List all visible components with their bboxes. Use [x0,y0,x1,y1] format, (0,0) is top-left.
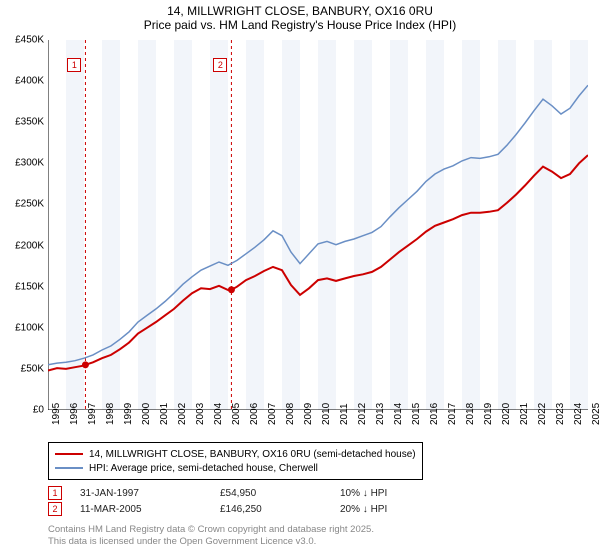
y-tick-label: £400K [4,76,44,87]
x-tick-label: 1998 [105,403,116,425]
x-tick-label: 2011 [339,403,350,425]
sale-marker-ref: 1 [48,486,62,500]
x-tick-label: 2020 [501,403,512,425]
legend-swatch [55,467,83,469]
x-tick-label: 2014 [393,403,404,425]
sales-table: 1 31-JAN-1997£54,95010% ↓ HPI 2 11-MAR-2005… [48,485,460,517]
legend-item: 14, MILLWRIGHT CLOSE, BANBURY, OX16 0RU … [55,447,416,461]
sale-marker-label: 1 [67,58,81,72]
sale-pct: 10% ↓ HPI [340,488,460,499]
x-tick-label: 2010 [321,403,332,425]
x-tick-label: 2007 [267,403,278,425]
legend-item: HPI: Average price, semi-detached house,… [55,461,416,475]
x-tick-label: 2016 [429,403,440,425]
y-tick-label: £0 [4,405,44,416]
y-tick-label: £350K [4,117,44,128]
table-row: 1 31-JAN-1997£54,95010% ↓ HPI [48,485,460,501]
x-tick-label: 1996 [69,403,80,425]
y-tick-label: £250K [4,199,44,210]
y-tick-label: £150K [4,281,44,292]
x-tick-label: 2009 [303,403,314,425]
x-tick-label: 1999 [123,403,134,425]
x-tick-label: 2024 [573,403,584,425]
legend-swatch [55,453,83,455]
x-tick-label: 2019 [483,403,494,425]
y-tick-label: £100K [4,322,44,333]
title-block: 14, MILLWRIGHT CLOSE, BANBURY, OX16 0RU … [0,0,600,32]
x-tick-label: 2023 [555,403,566,425]
x-tick-label: 2022 [537,403,548,425]
x-tick-label: 2021 [519,403,530,425]
x-tick-label: 2012 [357,403,368,425]
x-tick-label: 2017 [447,403,458,425]
y-tick-label: £300K [4,158,44,169]
y-tick-label: £450K [4,35,44,46]
chart-svg [48,40,588,410]
x-tick-label: 2006 [249,403,260,425]
footer-line-1: Contains HM Land Registry data © Crown c… [48,524,374,536]
y-tick-label: £50K [4,363,44,374]
x-tick-label: 2002 [177,403,188,425]
x-tick-label: 2001 [159,403,170,425]
x-tick-label: 2018 [465,403,476,425]
x-tick-label: 2003 [195,403,206,425]
table-row: 2 11-MAR-2005£146,25020% ↓ HPI [48,501,460,517]
x-tick-label: 2004 [213,403,224,425]
sale-price: £146,250 [220,504,340,515]
sale-pct: 20% ↓ HPI [340,504,460,515]
x-tick-label: 2025 [591,403,600,425]
x-tick-label: 2008 [285,403,296,425]
x-tick-label: 2000 [141,403,152,425]
footer: Contains HM Land Registry data © Crown c… [48,524,374,549]
y-tick-label: £200K [4,240,44,251]
title-line-1: 14, MILLWRIGHT CLOSE, BANBURY, OX16 0RU [0,4,600,18]
sale-date: 31-JAN-1997 [80,488,220,499]
footer-line-2: This data is licensed under the Open Gov… [48,536,374,548]
sale-date: 11-MAR-2005 [80,504,220,515]
chart-area: 12£0£50K£100K£150K£200K£250K£300K£350K£4… [48,40,588,410]
x-tick-label: 1997 [87,403,98,425]
legend-label: 14, MILLWRIGHT CLOSE, BANBURY, OX16 0RU … [89,449,416,460]
x-tick-label: 2013 [375,403,386,425]
chart-container: 14, MILLWRIGHT CLOSE, BANBURY, OX16 0RU … [0,0,600,560]
title-line-2: Price paid vs. HM Land Registry's House … [0,18,600,32]
x-tick-label: 1995 [51,403,62,425]
x-tick-label: 2005 [231,403,242,425]
x-tick-label: 2015 [411,403,422,425]
legend-label: HPI: Average price, semi-detached house,… [89,463,318,474]
sale-price: £54,950 [220,488,340,499]
sale-marker-ref: 2 [48,502,62,516]
sale-marker-label: 2 [213,58,227,72]
legend: 14, MILLWRIGHT CLOSE, BANBURY, OX16 0RU … [48,442,423,480]
